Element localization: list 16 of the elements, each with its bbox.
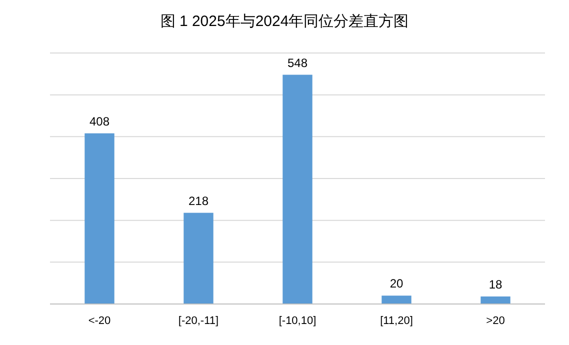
x-tick-label: <-20 xyxy=(88,315,111,327)
bar xyxy=(282,74,312,304)
data-label: 18 xyxy=(488,277,502,292)
data-label: 408 xyxy=(89,114,110,128)
bar xyxy=(84,133,114,304)
x-tick-label: [-20,-11] xyxy=(178,315,219,327)
data-label: 548 xyxy=(287,56,308,70)
bar xyxy=(480,296,510,304)
chart-title: 图 1 2025年与2024年同位分差直方图 xyxy=(160,13,409,30)
bar xyxy=(382,296,412,304)
x-tick-label: [11,20] xyxy=(380,315,413,327)
data-label: 20 xyxy=(390,276,404,291)
x-tick-label: [-10,10] xyxy=(278,315,316,327)
data-label: 218 xyxy=(188,194,209,208)
bar xyxy=(184,212,214,304)
x-tick-label: >20 xyxy=(486,315,505,327)
